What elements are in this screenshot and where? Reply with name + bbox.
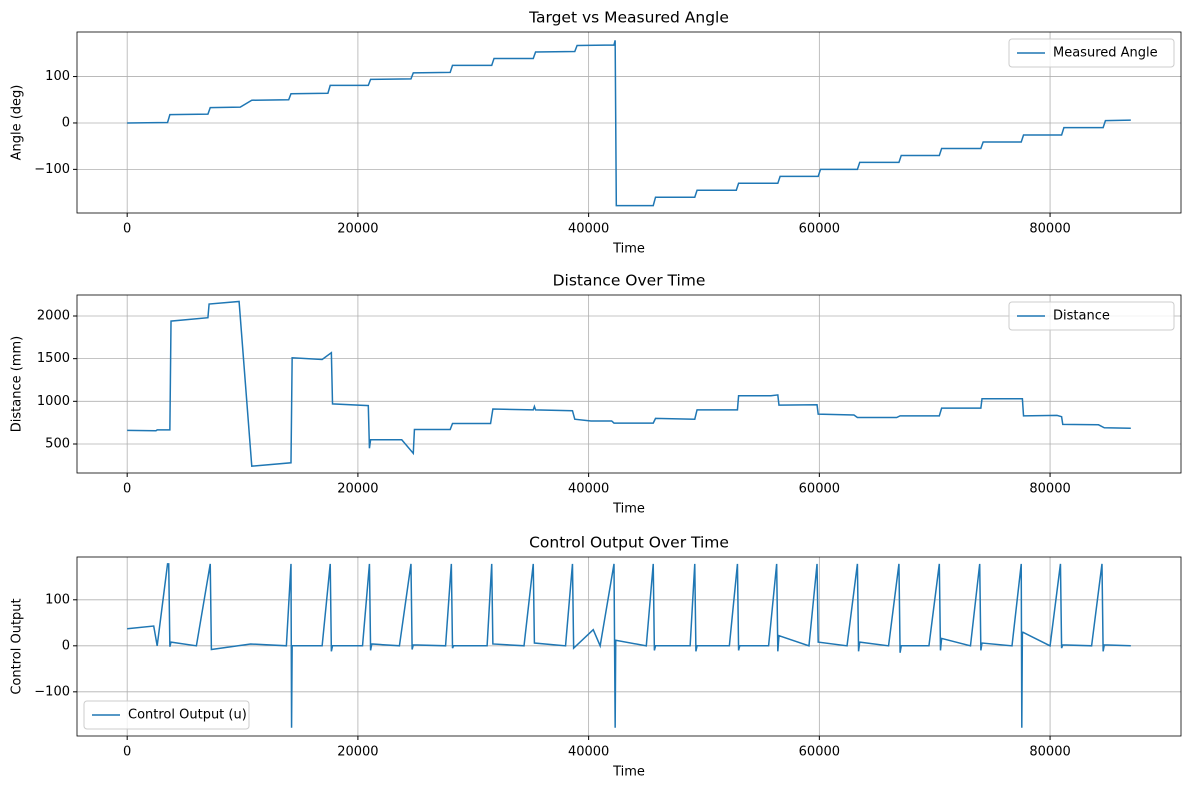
y-tick-label: 0: [62, 115, 70, 130]
x-tick-label: 0: [123, 745, 131, 760]
x-tick-label: 20000: [337, 745, 378, 760]
x-axis-label: Time: [612, 242, 645, 257]
y-tick-label: 0: [62, 638, 70, 653]
y-tick-label: 500: [45, 436, 70, 451]
legend-box: [1008, 38, 1175, 68]
y-tick-label: 2000: [37, 308, 70, 323]
x-tick-label: 40000: [568, 745, 609, 760]
axes-frame: [76, 31, 1182, 214]
y-axis-label: Control Output: [10, 598, 25, 694]
legend-box: [83, 700, 250, 730]
legend-box: [1008, 301, 1175, 331]
y-axis-label: Angle (deg): [10, 85, 25, 161]
y-tick-label: −100: [34, 162, 70, 177]
x-tick-label: 40000: [568, 222, 609, 237]
legend-label: Distance: [1053, 309, 1110, 324]
x-tick-label: 0: [123, 482, 131, 497]
x-tick-label: 0: [123, 222, 131, 237]
x-tick-label: 20000: [337, 222, 378, 237]
legend-label: Measured Angle: [1053, 46, 1158, 61]
x-tick-label: 20000: [337, 482, 378, 497]
x-tick-label: 60000: [799, 745, 840, 760]
y-tick-label: 1500: [37, 351, 70, 366]
y-tick-label: −100: [34, 684, 70, 699]
x-axis-label: Time: [612, 765, 645, 780]
x-axis-label: Time: [612, 502, 645, 517]
data-line: [127, 563, 1131, 728]
x-tick-label: 60000: [799, 482, 840, 497]
chart-title: Distance Over Time: [553, 272, 706, 290]
legend-label: Control Output (u): [128, 708, 247, 723]
chart-title: Target vs Measured Angle: [528, 9, 729, 27]
x-tick-label: 40000: [568, 482, 609, 497]
chart-title: Control Output Over Time: [529, 534, 729, 552]
x-tick-label: 80000: [1029, 222, 1070, 237]
y-axis-label: Distance (mm): [10, 336, 25, 432]
y-tick-label: 100: [45, 592, 70, 607]
x-tick-label: 80000: [1029, 482, 1070, 497]
x-tick-label: 80000: [1029, 745, 1070, 760]
data-line: [127, 300, 1131, 467]
axes-frame: [76, 556, 1182, 737]
y-tick-label: 1000: [37, 394, 70, 409]
y-tick-label: 100: [45, 69, 70, 84]
x-tick-label: 60000: [799, 222, 840, 237]
axes-frame: [76, 294, 1182, 474]
data-line: [127, 40, 1131, 207]
